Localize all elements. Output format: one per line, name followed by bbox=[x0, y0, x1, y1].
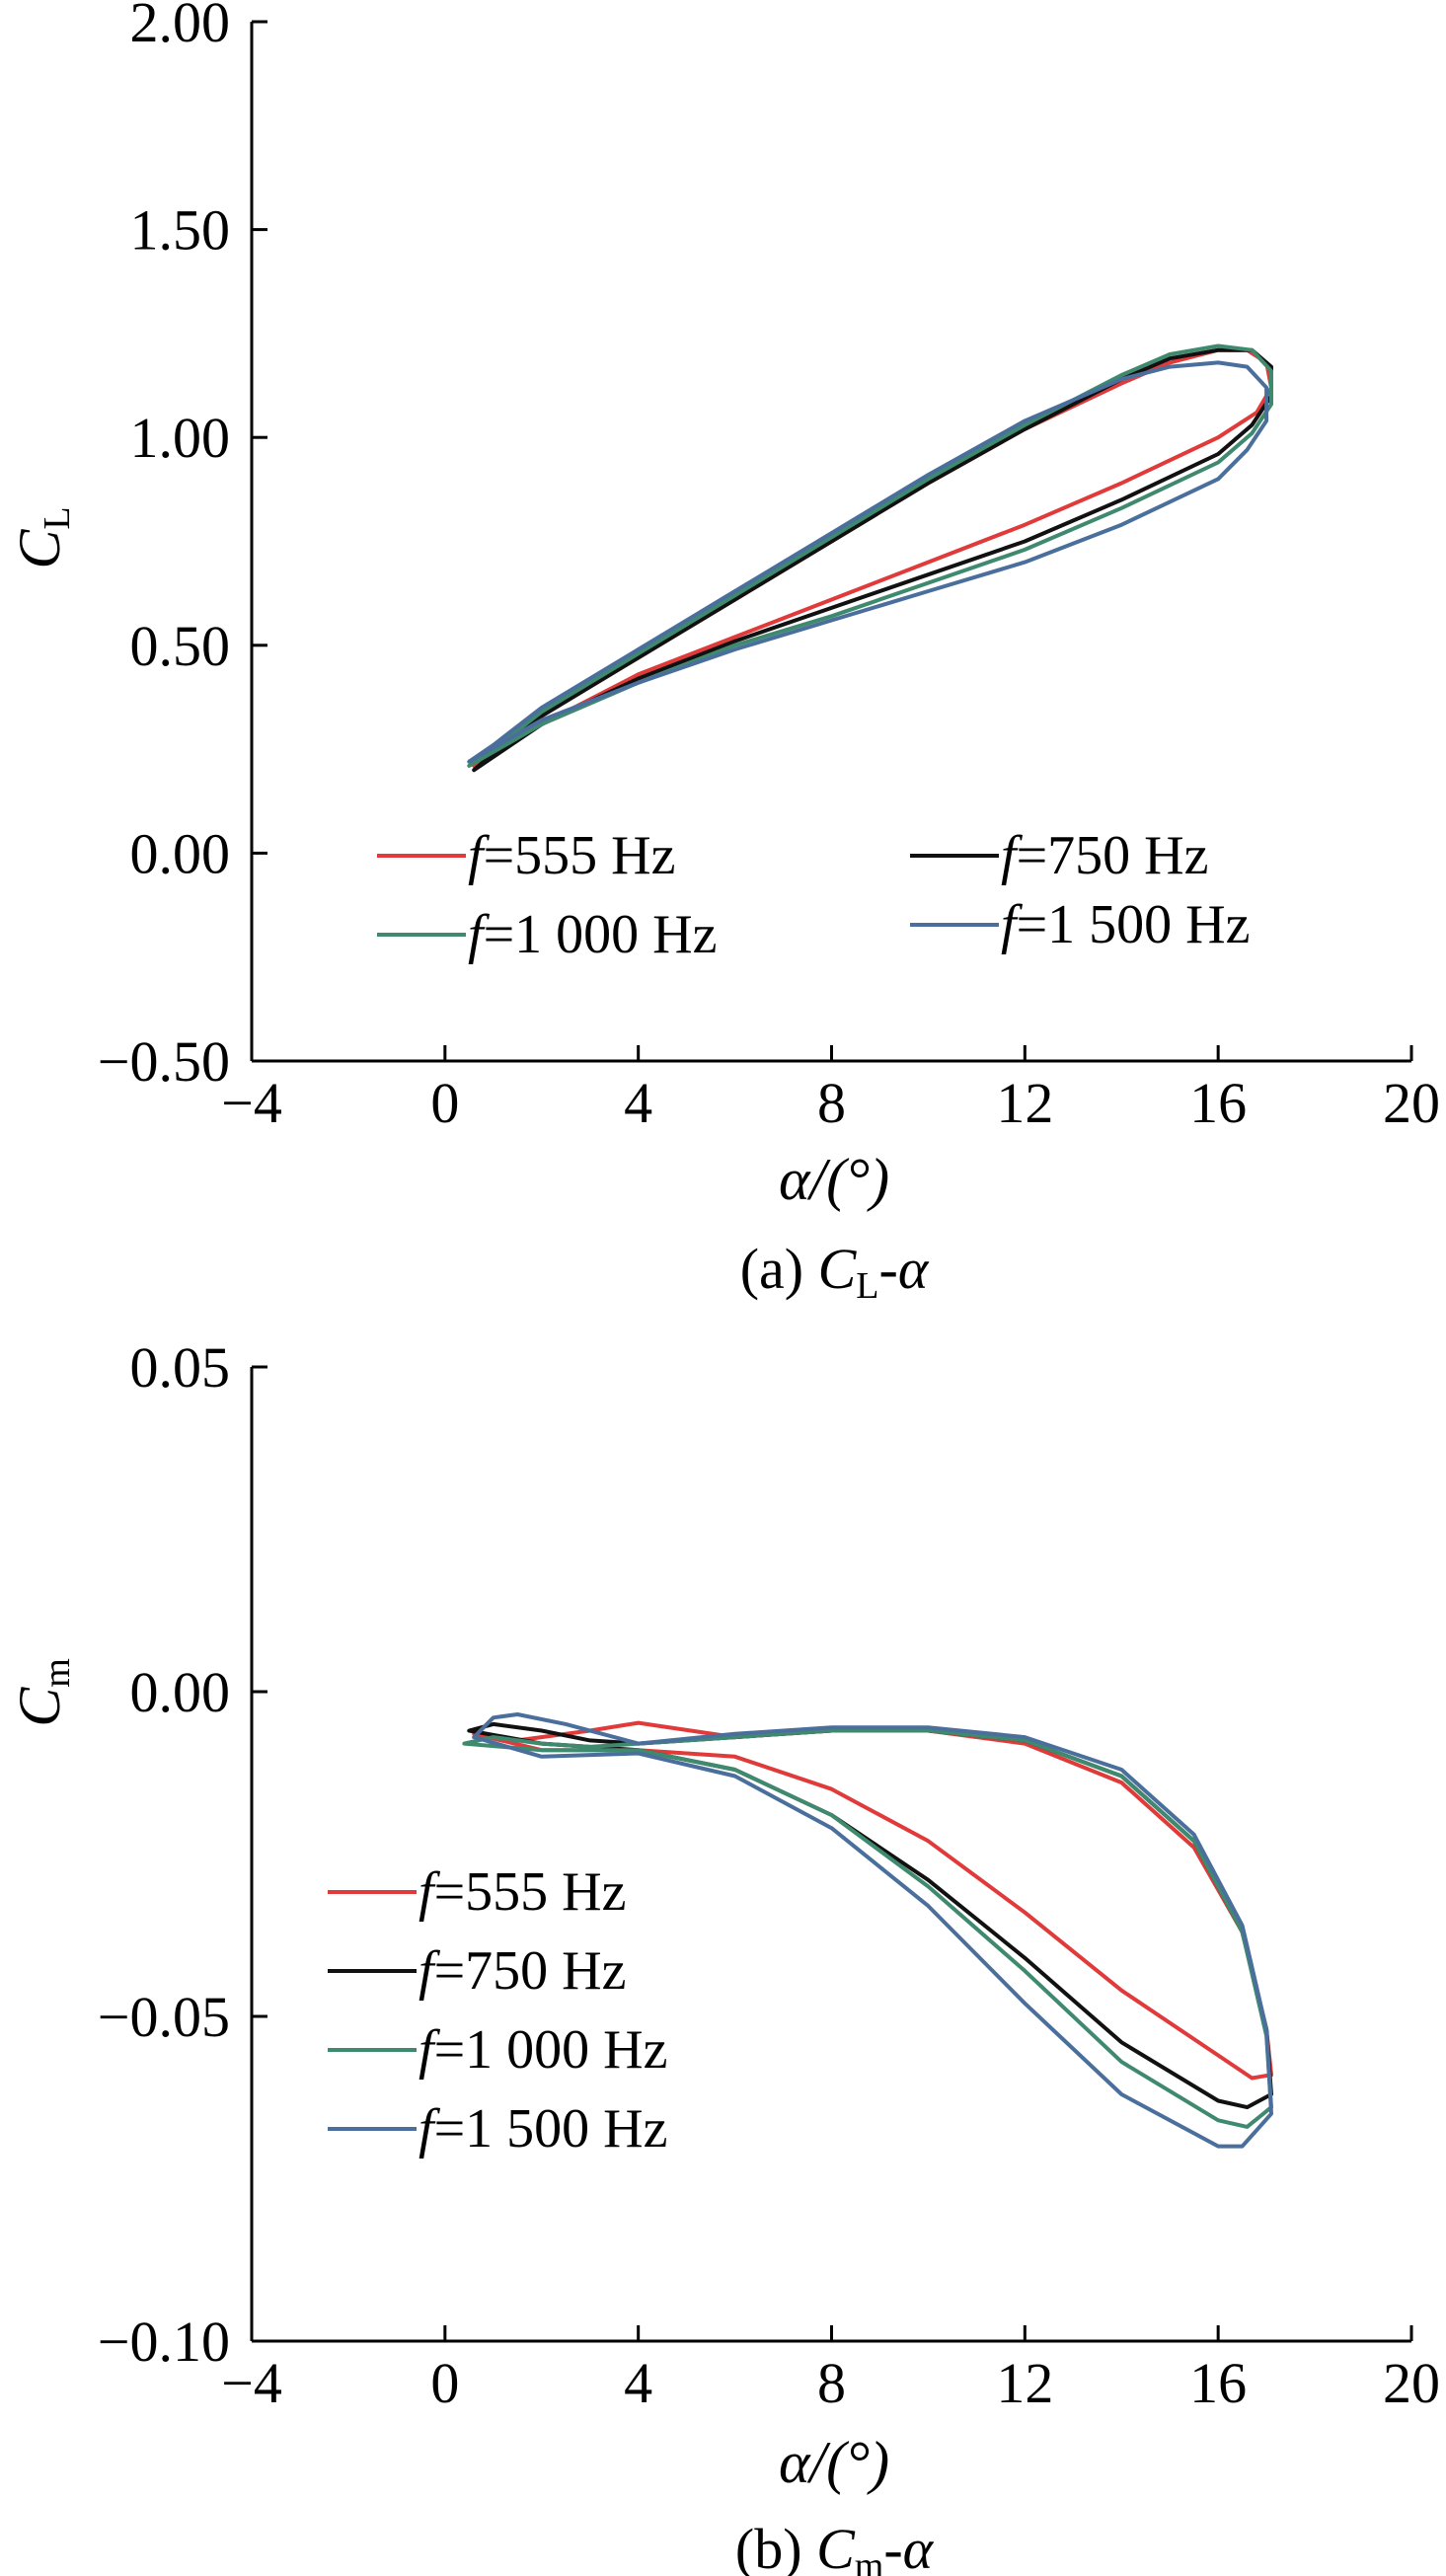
y-tick-label-a-2: 0.50 bbox=[130, 614, 231, 678]
y-axis-title-b-main: C bbox=[7, 1687, 72, 1727]
plot-area-cl bbox=[467, 343, 1273, 773]
x-tick-label-b-5: 16 bbox=[1189, 2351, 1247, 2415]
caption-b-suffix: -α bbox=[883, 2517, 934, 2576]
x-axis-title-a: α/(°) bbox=[779, 1147, 889, 1212]
y-tick-label-a-1: 0.00 bbox=[130, 821, 231, 885]
y-axis-title-b-sub: m bbox=[37, 1658, 78, 1688]
series-line-a-2 bbox=[467, 343, 1273, 768]
y-tick-label-a-5: 2.00 bbox=[130, 0, 231, 54]
y-axis-title-a-main: C bbox=[7, 529, 72, 569]
y-tick-label-b-2: 0.00 bbox=[130, 1660, 231, 1724]
y-tick-label-b-0: −0.10 bbox=[98, 2310, 230, 2374]
x-tick-label-a-3: 8 bbox=[817, 1071, 846, 1135]
legend-value-b-2: =1 000 Hz bbox=[434, 2019, 668, 2081]
legend-label-a-0: f=555 Hz bbox=[468, 825, 675, 886]
y-tick-label-a-3: 1.00 bbox=[130, 406, 231, 470]
x-tick-label-b-3: 8 bbox=[817, 2351, 846, 2415]
caption-a-var: C bbox=[818, 1237, 858, 1301]
caption-b-prefix: (b) bbox=[735, 2517, 816, 2576]
x-tick-label-b-0: −4 bbox=[221, 2351, 282, 2415]
legend-label-b-2: f=1 000 Hz bbox=[419, 2019, 667, 2081]
legend-cl: f=555 Hz f=750 Hz f=1 000 Hz f=1 500 Hz bbox=[377, 825, 1250, 965]
caption-a-sub: L bbox=[856, 1265, 878, 1307]
x-tick-label-b-4: 12 bbox=[996, 2351, 1053, 2415]
x-tick-label-a-4: 12 bbox=[996, 1071, 1053, 1135]
legend-cm: f=555 Hz f=750 Hz f=1 000 Hz f=1 500 Hz bbox=[328, 1861, 667, 2159]
series-line-b-3 bbox=[472, 1712, 1273, 2149]
legend-value-a-0: =555 Hz bbox=[484, 825, 676, 886]
legend-label-a-3: f=1 500 Hz bbox=[1001, 894, 1250, 955]
y-axis-title-b: Cm bbox=[7, 1658, 78, 1727]
x-tick-label-a-6: 20 bbox=[1383, 1071, 1440, 1135]
caption-b-var: C bbox=[816, 2517, 856, 2576]
panel-caption-a: (a) CL-α bbox=[740, 1237, 930, 1307]
legend-value-a-1: =750 Hz bbox=[1017, 825, 1209, 886]
x-tick-label-b-2: 4 bbox=[624, 2351, 652, 2415]
y-tick-label-b-1: −0.05 bbox=[98, 1985, 230, 2049]
legend-label-b-3: f=1 500 Hz bbox=[419, 2098, 667, 2159]
y-axis-title-a: CL bbox=[7, 506, 78, 568]
plot-area-cm bbox=[462, 1712, 1273, 2149]
chart-panel-cm-alpha: −4 0 4 8 12 16 20−0.10−0.050.000.05 f=555 Hzf=… bbox=[7, 1335, 1440, 2576]
legend-label-b-1: f=750 Hz bbox=[419, 1940, 626, 2002]
legend-label-b-0: f=555 Hz bbox=[419, 1861, 626, 1923]
y-tick-label-a-0: −0.50 bbox=[98, 1029, 230, 1094]
x-tick-label-a-1: 0 bbox=[430, 1071, 459, 1135]
x-tick-label-b-1: 0 bbox=[430, 2351, 459, 2415]
caption-a-suffix: -α bbox=[879, 1237, 930, 1301]
legend-label-a-2: f=1 000 Hz bbox=[468, 904, 717, 965]
caption-b-sub: m bbox=[855, 2545, 884, 2576]
chart-panel-cl-alpha: −4 0 4 8 12 16 20 −0.50 0.00 0.50 1.00 1.50 2.00 f=5… bbox=[7, 0, 1440, 1307]
axes-cm: −4 0 4 8 12 16 20 −0.10 −0.05 0.00 0.05 bbox=[98, 1335, 1440, 2415]
legend-value-b-0: =555 Hz bbox=[434, 1861, 627, 1923]
series-line-a-1 bbox=[472, 347, 1273, 773]
x-tick-label-a-0: −4 bbox=[221, 1071, 282, 1135]
panel-caption-b: (b) Cm-α bbox=[735, 2517, 935, 2576]
y-axis-title-a-sub: L bbox=[37, 506, 78, 529]
legend-value-b-3: =1 500 Hz bbox=[434, 2098, 668, 2159]
x-tick-label-b-6: 20 bbox=[1383, 2351, 1440, 2415]
legend-value-a-2: =1 000 Hz bbox=[484, 904, 718, 965]
legend-value-a-3: =1 500 Hz bbox=[1017, 894, 1251, 955]
x-tick-label-a-5: 16 bbox=[1189, 1071, 1247, 1135]
y-tick-label-a-4: 1.50 bbox=[130, 198, 231, 263]
x-tick-label-a-2: 4 bbox=[624, 1071, 652, 1135]
legend-label-a-1: f=750 Hz bbox=[1001, 825, 1208, 886]
series-line-a-3 bbox=[467, 360, 1269, 764]
y-tick-label-b-3: 0.05 bbox=[130, 1335, 231, 1400]
legend-value-b-1: =750 Hz bbox=[434, 1940, 627, 2002]
x-axis-title-b: α/(°) bbox=[779, 2430, 889, 2495]
axes-cl: −4 0 4 8 12 16 20 −0.50 0.00 0.50 1.00 1.50 2.00 bbox=[98, 0, 1440, 1135]
caption-a-prefix: (a) bbox=[740, 1237, 818, 1301]
